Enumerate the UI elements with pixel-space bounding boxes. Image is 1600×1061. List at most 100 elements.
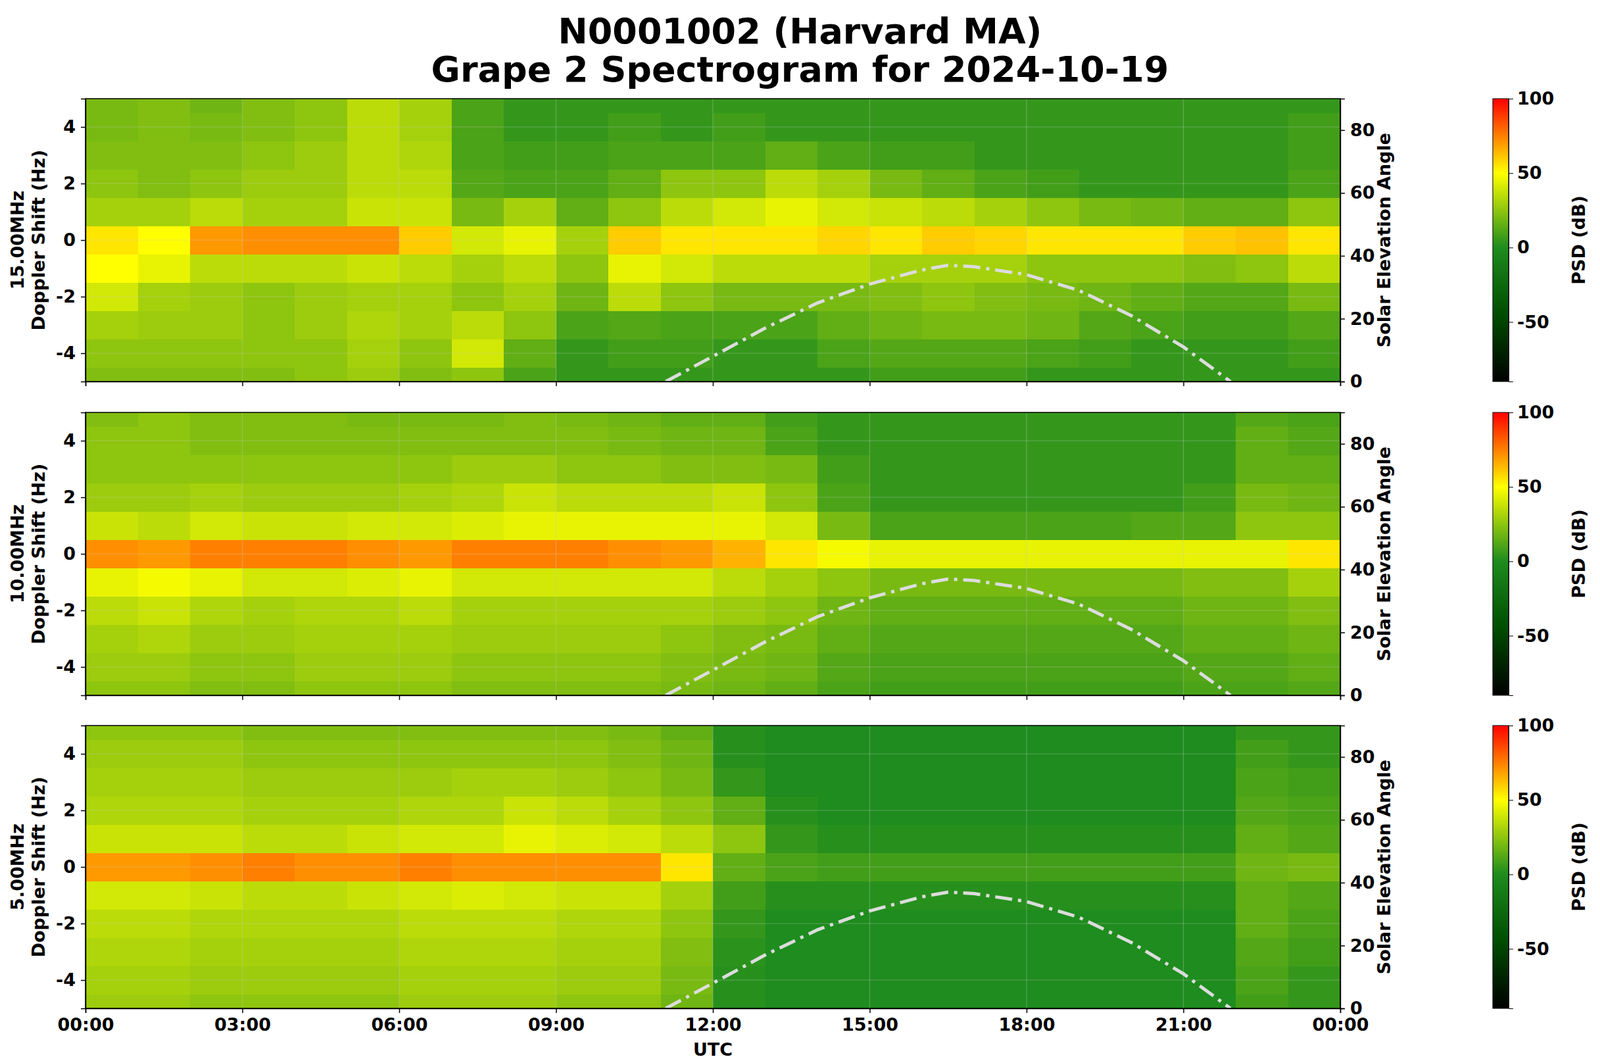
y2-axis-tick: 0 [1340,370,1363,392]
heatmap-cell [503,568,557,598]
heatmap-cell [870,455,923,485]
heatmap-cell [712,881,766,911]
heatmap-cell [294,511,348,541]
heatmap-cell [1183,624,1237,654]
heatmap-cell [765,881,819,911]
heatmap-cell [138,725,191,740]
y-axis-tick: 2 [63,172,86,194]
y2-axis-tick: 20 [1340,935,1376,956]
heatmap-cell [870,254,923,284]
colorbar-tick-mark [1508,725,1514,727]
heatmap-cell [347,994,400,1009]
heatmap-cell [1235,681,1289,696]
heatmap-cell [190,624,243,654]
y-axis-tick: 2 [63,799,86,821]
x-axis-tick [712,381,714,387]
heatmap-cell [765,568,819,598]
solar-elevation-line [665,891,1231,1009]
heatmap-cell [556,254,609,284]
heatmap-cell [399,937,452,967]
heatmap-cell [190,197,243,227]
heatmap-cell [1131,994,1184,1009]
y-axis-tick: 4 [63,743,86,764]
grid [85,725,1341,1009]
heatmap-cell [712,994,766,1009]
heatmap-cell [347,881,400,911]
heatmap-cell [503,624,557,654]
plot-area [85,98,1341,382]
y-axis-tick-mark [80,440,86,442]
heatmap-cell [242,768,296,798]
y-axis: -4-2024 [55,726,87,1009]
heatmap-cell [347,624,400,654]
y2-axis-tick: 40 [1340,872,1376,893]
heatmap-cell [1026,768,1080,798]
heatmap-cell [1079,824,1132,854]
heatmap-cell [503,98,557,114]
heatmap-cell [1288,624,1341,654]
y2-axis-line [1340,99,1346,383]
x-axis-tick [1183,381,1185,387]
y2-axis-tick-label: 60 [1350,182,1376,203]
heatmap-cell [921,311,975,340]
heatmap-cell [451,824,505,854]
heatmap-cell [347,725,400,740]
heatmap-cell [347,511,400,541]
heatmap-cell [138,455,191,485]
heatmap-cell [660,141,714,171]
heatmap-cell [712,254,766,284]
chart-title: Grape 2 Spectrogram for 2024-10-19 [431,48,1170,91]
x-axis-tick-mark [1183,381,1185,387]
y2-axis-tick: 80 [1340,746,1376,767]
heatmap-cell [921,141,975,171]
heatmap-cell [399,455,452,485]
heatmap-cell [451,98,505,114]
heatmap-cell [294,768,348,798]
heatmap-cell [294,367,348,383]
y-axis-tick-label: -4 [55,656,76,677]
heatmap-cell [503,994,557,1009]
heatmap-cell [974,681,1028,696]
heatmap-cell [451,624,505,654]
x-axis-tick [712,695,714,700]
heatmap-cell [451,367,505,383]
x-axis-tick [399,381,400,387]
heatmap-cell [817,197,871,227]
heatmap-cell [817,994,871,1009]
heatmap-cell [608,367,661,383]
heatmap-cell [1183,725,1237,740]
heatmap-cell [1288,311,1341,340]
y2-axis-tick: 60 [1340,495,1376,517]
heatmap-cell [1131,824,1184,854]
y-axis-tick: 0 [63,856,86,877]
colorbar-tick: 50 [1508,789,1543,810]
heatmap-cell [190,311,243,340]
heatmap-cell [817,254,871,284]
colorbar-tick-label: -50 [1517,625,1550,646]
heatmap-cell [242,994,296,1009]
x-axis-tick-mark [712,381,715,387]
plot-area [85,725,1341,1009]
heatmap-cell [294,994,348,1009]
heatmap-cell [1183,311,1237,340]
heatmap-cell [556,937,609,967]
heatmap-cell [503,881,557,911]
plot-frame [85,725,1341,1009]
colorbar-tick: -50 [1508,311,1550,333]
heatmap-cell [1183,881,1237,911]
heatmap-cell [1235,98,1289,114]
heatmap-cell [190,254,243,284]
heatmap-cell [399,681,452,696]
y2-axis-tick-mark [1340,443,1345,446]
x-axis-tick-mark [1183,695,1185,700]
heatmap-cell [556,881,609,911]
heatmap-cell [608,197,661,227]
x-axis-tick-mark [712,695,715,700]
heatmap-cell [1288,254,1341,284]
y2-axis-tick-mark [1340,381,1345,383]
x-axis-tick-mark [555,695,558,700]
heatmap-cell [242,681,296,696]
heatmap-cell [1235,412,1289,427]
heatmap-cell [138,141,191,171]
heatmap-cell [399,412,452,427]
